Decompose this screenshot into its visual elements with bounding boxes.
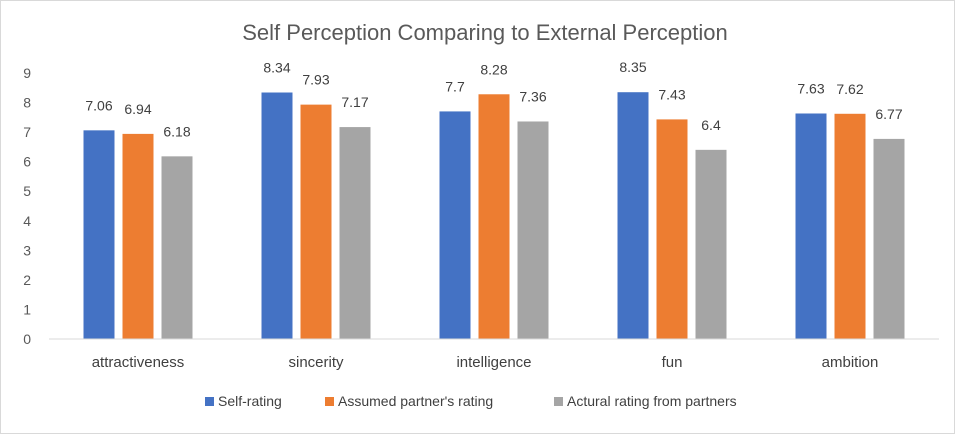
- data-label: 7.36: [519, 88, 546, 104]
- y-tick-label: 9: [23, 65, 31, 81]
- data-label: 6.77: [875, 106, 902, 122]
- bar-ambition-series-1: [834, 113, 866, 339]
- y-tick-label: 4: [23, 213, 31, 229]
- bar-ambition-series-0: [795, 113, 827, 339]
- legend-label: Assumed partner's rating: [338, 393, 493, 409]
- legend-label: Actural rating from partners: [567, 393, 737, 409]
- bar-sincerity-series-2: [339, 127, 371, 339]
- data-label: 7.63: [797, 80, 824, 96]
- bar-fun-series-0: [617, 92, 649, 339]
- bar-attractiveness-series-2: [161, 156, 193, 339]
- category-label: attractiveness: [92, 354, 185, 371]
- bar-sincerity-series-0: [261, 92, 293, 339]
- bars: [83, 92, 905, 340]
- bar-intelligence-series-1: [478, 94, 510, 339]
- y-tick-label: 1: [23, 301, 31, 317]
- bar-fun-series-2: [695, 149, 727, 339]
- y-axis-ticks: 0 1 2 3 4 5 6 7 8 9: [23, 65, 31, 347]
- data-label: 6.4: [701, 117, 721, 133]
- category-label: sincerity: [288, 354, 344, 371]
- category-label: ambition: [822, 354, 879, 371]
- data-label: 7.17: [341, 94, 368, 110]
- bar-ambition-series-2: [873, 138, 905, 339]
- data-label: 6.18: [163, 123, 190, 139]
- y-tick-label: 0: [23, 331, 31, 347]
- data-label: 7.7: [445, 78, 465, 94]
- data-label: 8.34: [263, 60, 290, 76]
- bar-sincerity-series-1: [300, 104, 332, 339]
- legend: Self-rating Assumed partner's rating Actur…: [205, 393, 737, 409]
- legend-label: Self-rating: [218, 393, 282, 409]
- legend-swatch: [554, 397, 563, 406]
- data-label: 8.28: [480, 61, 507, 77]
- y-tick-label: 2: [23, 272, 31, 288]
- y-tick-label: 5: [23, 183, 31, 199]
- data-label: 7.06: [85, 97, 112, 113]
- data-label: 7.93: [302, 72, 329, 88]
- chart-title: Self Perception Comparing to External Pe…: [242, 20, 727, 45]
- data-label: 8.35: [619, 59, 646, 75]
- bar-attractiveness-series-1: [122, 133, 154, 339]
- bar-fun-series-1: [656, 119, 688, 339]
- bar-intelligence-series-2: [517, 121, 549, 340]
- y-tick-label: 7: [23, 124, 31, 140]
- data-label: 7.43: [658, 86, 685, 102]
- legend-swatch: [325, 397, 334, 406]
- data-label: 6.94: [124, 101, 151, 117]
- y-tick-label: 6: [23, 154, 31, 170]
- bar-intelligence-series-0: [439, 111, 471, 339]
- data-label: 7.62: [836, 81, 863, 97]
- category-labels: attractiveness sincerity intelligence fun am…: [92, 354, 879, 371]
- category-label: intelligence: [456, 354, 531, 371]
- bar-attractiveness-series-0: [83, 130, 115, 339]
- y-tick-label: 3: [23, 242, 31, 258]
- value-labels: 7.06 6.94 6.18 8.34 7.93 7.17 7.7 8.28 7.36 8.35 7…: [85, 59, 902, 139]
- y-tick-label: 8: [23, 95, 31, 111]
- category-label: fun: [662, 354, 683, 371]
- legend-swatch: [205, 397, 214, 406]
